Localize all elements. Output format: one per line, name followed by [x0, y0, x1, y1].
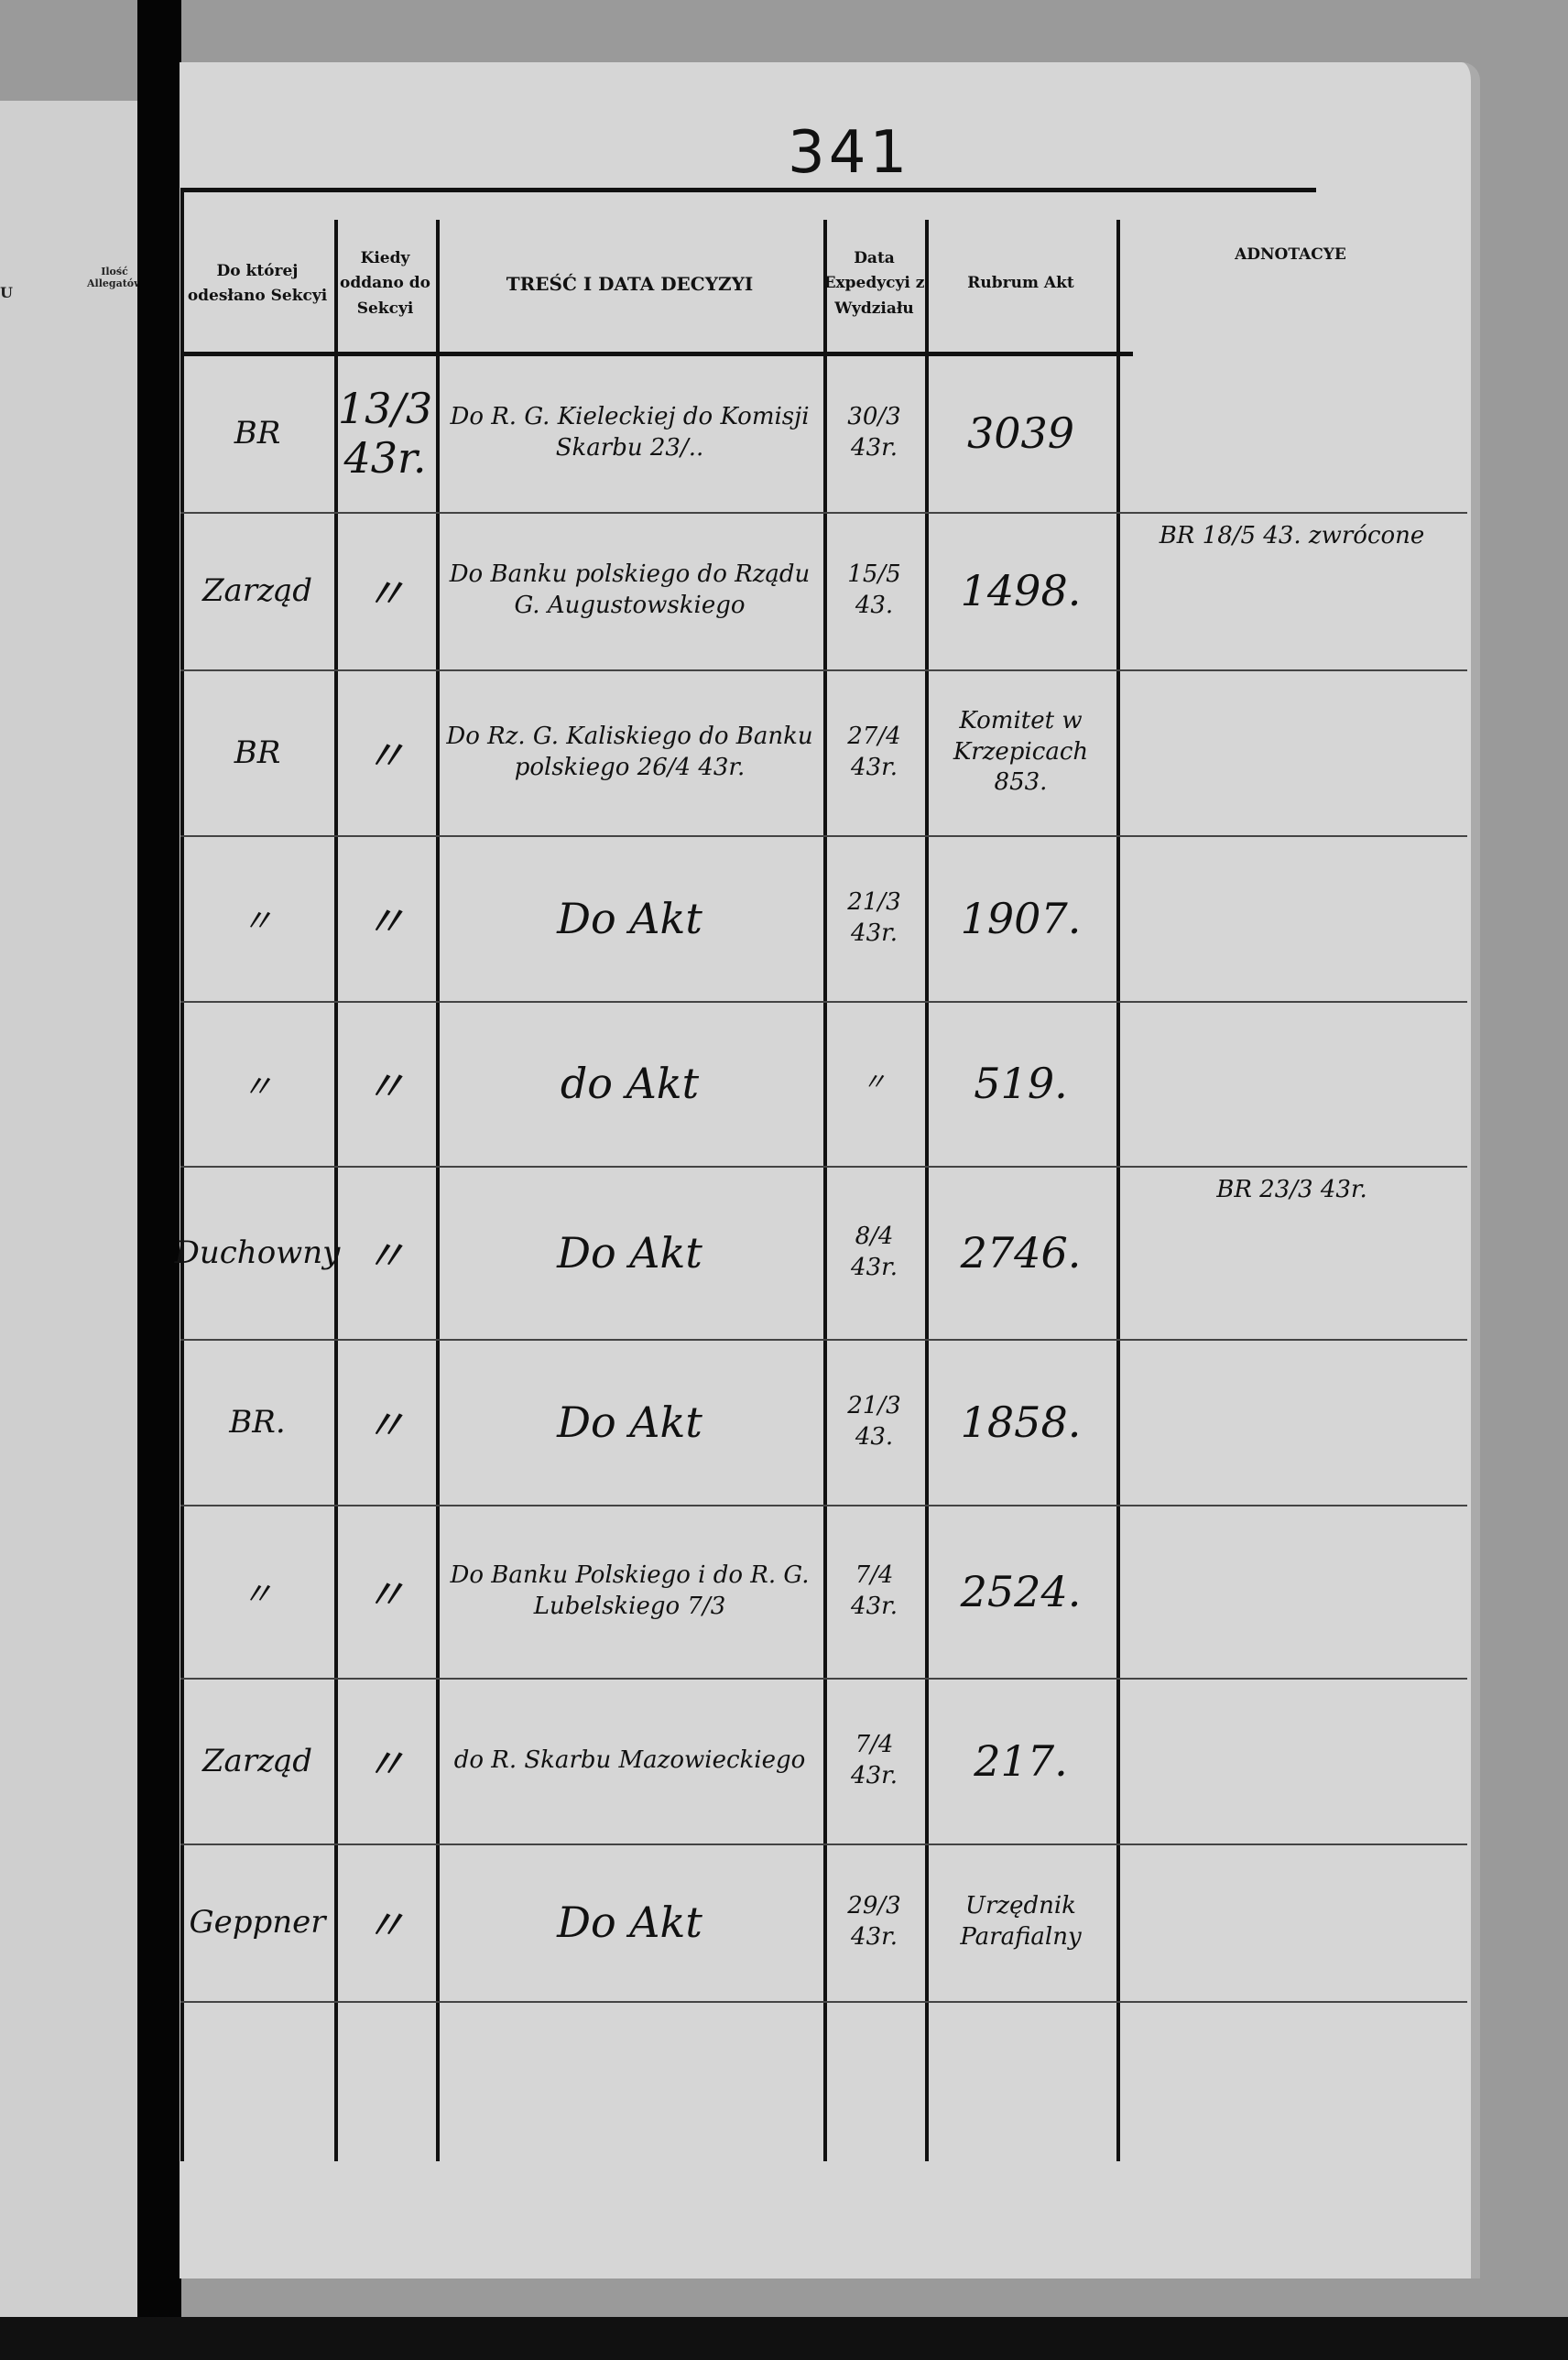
- row-rule: [180, 512, 1467, 514]
- cell-expedition: 29/3 43r.: [847, 1892, 901, 1951]
- cell-section: Duchowny: [174, 1234, 341, 1271]
- cell-content: do R. Skarbu Mazowieckiego: [453, 1746, 806, 1774]
- cell-notes: [1122, 1006, 1462, 1164]
- cell-notes: [1122, 1344, 1462, 1503]
- cell-rubrum: Urzędnik Parafialny: [960, 1892, 1082, 1951]
- cell-section: BR.: [229, 1403, 286, 1441]
- cell-section: Zarząd: [201, 1742, 313, 1779]
- row-rule: [180, 1339, 1467, 1341]
- column-rule: [823, 220, 827, 2161]
- cell-content: Do R. G. Kieleckiej do Komisji Skarbu 23…: [450, 402, 810, 462]
- cell-section: 〃: [242, 903, 273, 940]
- cell-when: 〃: [364, 896, 407, 946]
- row-rule: [180, 1505, 1467, 1506]
- cell-when: 〃: [364, 1900, 407, 1950]
- cell-when: 〃: [364, 1569, 407, 1619]
- cell-when: 13/3 43r.: [337, 383, 433, 483]
- cell-expedition: 7/4 43r.: [851, 1730, 898, 1789]
- header-section: Do której odesłano Sekcyi: [187, 261, 328, 305]
- cell-content: Do Akt: [557, 1898, 702, 1947]
- row-rule: [180, 1678, 1467, 1680]
- cell-section: 〃: [242, 1576, 273, 1613]
- cell-rubrum: 2524.: [960, 1566, 1082, 1616]
- cell-expedition: 15/5 43.: [847, 560, 901, 619]
- cell-rubrum: 1498.: [960, 566, 1082, 615]
- header-top-rule: [180, 188, 1316, 192]
- cell-content: Do Banku Polskiego i do R. G. Lubelskieg…: [450, 1561, 810, 1620]
- row-rule: [180, 1843, 1467, 1845]
- cell-expedition: 30/3 43r.: [847, 402, 901, 462]
- cell-notes: [1122, 359, 1462, 510]
- header-when: Kiedy oddano do Sekcyi: [340, 249, 430, 318]
- cell-when: 〃: [364, 730, 407, 780]
- cell-rubrum: 1858.: [960, 1397, 1082, 1447]
- row-rule: [180, 1166, 1467, 1168]
- cell-rubrum: 1907.: [960, 893, 1082, 943]
- cell-content: Do Akt: [557, 893, 702, 943]
- cell-expedition: 21/3 43r.: [847, 887, 901, 947]
- column-rule: [925, 220, 929, 2161]
- cell-notes: [1122, 675, 1462, 833]
- row-rule: [180, 1001, 1467, 1003]
- cell-notes: [1122, 841, 1462, 999]
- cell-content: Do Rz. G. Kaliskiego do Banku polskiego …: [446, 722, 813, 781]
- cell-section: Zarząd: [201, 572, 313, 609]
- header-content: TREŚĆ I DATA DECYZYI: [506, 273, 754, 295]
- cell-when: 〃: [364, 1399, 407, 1450]
- left-header-u: U: [0, 284, 13, 301]
- cell-content: Do Akt: [557, 1397, 702, 1447]
- cell-expedition: 27/4 43r.: [847, 722, 901, 781]
- cell-rubrum: Komitet w Krzepicach 853.: [953, 706, 1089, 797]
- cell-content: do Akt: [560, 1059, 700, 1108]
- scan-border: [0, 2317, 1568, 2360]
- cell-rubrum: 217.: [974, 1735, 1068, 1786]
- column-rule: [180, 188, 184, 2161]
- column-rule: [1116, 220, 1120, 2161]
- cell-notes: [1122, 1849, 1462, 1999]
- column-rule: [436, 220, 440, 2161]
- cell-notes: [1122, 1510, 1462, 1676]
- cell-content: Do Banku polskiego do Rządu G. Augustows…: [449, 560, 811, 619]
- cell-expedition: 7/4 43r.: [851, 1561, 898, 1620]
- cell-expedition: 21/3 43.: [847, 1391, 901, 1451]
- header-notes: ADNOTACYE: [1235, 245, 1346, 264]
- cell-section: BR: [234, 414, 281, 451]
- cell-expedition: 8/4 43r.: [851, 1222, 898, 1281]
- column-rule: [334, 220, 338, 2161]
- cell-section: Geppner: [189, 1904, 326, 1941]
- cell-notes: [1122, 1683, 1462, 1842]
- binding-gutter: [137, 0, 181, 2360]
- cell-section: BR: [234, 734, 281, 771]
- left-page: U Ilość Allegatów: [0, 101, 147, 2335]
- cell-notes: BR 18/5 43. zwrócone: [1159, 522, 1425, 549]
- cell-when: 〃: [364, 569, 407, 618]
- header-expedition: Data Expedycyi z Wydziału: [823, 249, 925, 318]
- cell-when: 〃: [364, 1061, 407, 1111]
- cell-rubrum: 3039: [966, 408, 1075, 458]
- row-rule: [180, 2001, 1467, 2003]
- cell-when: 〃: [364, 1738, 407, 1789]
- cell-content: Do Akt: [557, 1227, 702, 1278]
- cell-section: 〃: [242, 1068, 273, 1105]
- cell-when: 〃: [364, 1230, 407, 1280]
- page-number: 341: [788, 119, 911, 187]
- register-page: [180, 62, 1480, 2278]
- left-header-allegaty: Ilość Allegatów: [87, 266, 143, 289]
- cell-expedition: 〃: [862, 1069, 887, 1097]
- header-bottom-rule: [180, 352, 1133, 356]
- header-rubrum: Rubrum Akt: [967, 274, 1074, 293]
- cell-rubrum: 2746.: [960, 1227, 1082, 1278]
- row-rule: [180, 669, 1467, 671]
- cell-notes: BR 23/3 43r.: [1216, 1176, 1367, 1203]
- cell-rubrum: 519.: [974, 1059, 1068, 1108]
- row-rule: [180, 835, 1467, 837]
